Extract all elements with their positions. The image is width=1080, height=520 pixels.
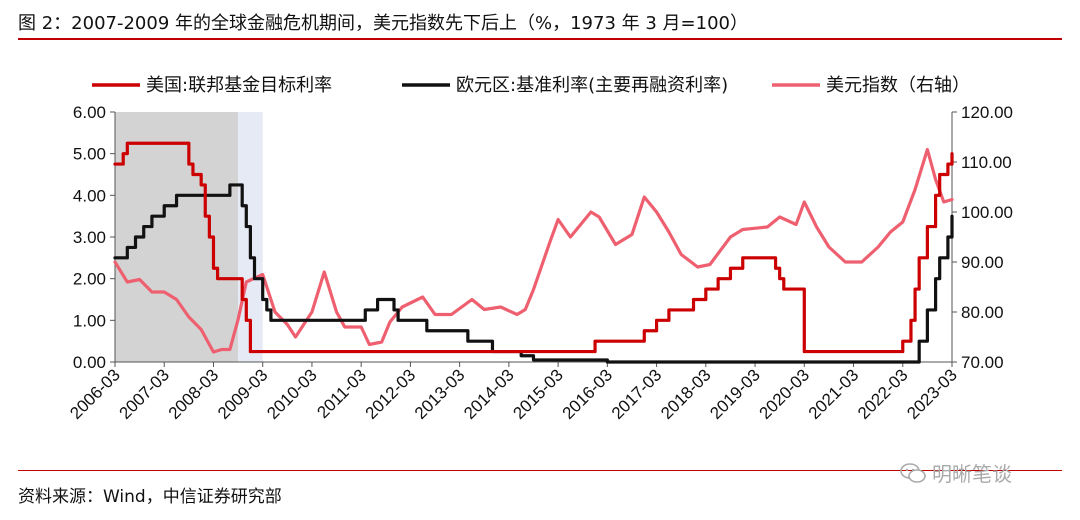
wechat-icon: [900, 462, 926, 483]
y-left-tick-label: 1.00: [73, 311, 106, 330]
y-left-tick-label: 4.00: [73, 186, 106, 205]
x-tick-label: 2013-03: [411, 365, 469, 423]
series-line-2: [113, 183, 954, 364]
x-tick-label: 2006-03: [66, 365, 124, 423]
y-right-tick-label: 100.00: [961, 203, 1013, 222]
x-tick-label: 2022-03: [854, 365, 912, 423]
x-tick-label: 2012-03: [362, 365, 420, 423]
x-tick-label: 2014-03: [460, 365, 518, 423]
legend-label-1: 美国:联邦基金目标利率: [146, 75, 332, 96]
x-tick-label: 2019-03: [706, 365, 764, 423]
series-lines: [113, 141, 954, 364]
legend: 美国:联邦基金目标利率 欧元区:基准利率(主要再融资利率) 美元指数（右轴）: [92, 75, 970, 96]
source-note: 资料来源：Wind，中信证券研究部: [18, 487, 282, 507]
shaded-period-1: [115, 112, 239, 362]
y-left-tick-label: 2.00: [73, 270, 106, 289]
series-line-3: [113, 147, 954, 354]
legend-label-3: 美元指数（右轴）: [826, 75, 970, 96]
y-right-tick-label: 70.00: [961, 353, 1004, 372]
y-left-tick-label: 5.00: [73, 145, 106, 164]
footer-divider: [18, 470, 1062, 471]
x-tick-label: 2023-03: [903, 365, 961, 423]
chart-area: 0.00 1.00 2.00 3.00 4.00 5.00 6.00 70.00 80.00 90…: [66, 75, 1013, 423]
x-tick-label: 2016-03: [559, 365, 617, 423]
x-tick-label: 2017-03: [608, 365, 666, 423]
y-right-tick-label: 120.00: [961, 103, 1013, 122]
y-left-tick-label: 3.00: [73, 228, 106, 247]
watermark: 明晰笔谈: [900, 458, 1012, 487]
x-tick-label: 2015-03: [509, 365, 567, 423]
chart-title: 图 2：2007-2009 年的全球金融危机期间，美元指数先下后上（%，1973…: [18, 13, 748, 34]
x-tick-label: 2010-03: [263, 365, 321, 423]
x-tick-label: 2008-03: [165, 365, 223, 423]
x-tick-label: 2009-03: [214, 365, 272, 423]
x-tick-label: 2018-03: [657, 365, 715, 423]
x-tick-label: 2007-03: [116, 365, 174, 423]
title-underline: [18, 38, 1062, 40]
watermark-text: 明晰笔谈: [932, 462, 1012, 486]
x-tick-label: 2020-03: [756, 365, 814, 423]
x-tick-label: 2021-03: [805, 365, 863, 423]
legend-label-2: 欧元区:基准利率(主要再融资利率): [456, 75, 728, 96]
series-line-1: [113, 141, 954, 354]
y-right-tick-label: 90.00: [961, 253, 1004, 272]
y-left-tick-label: 0.00: [73, 353, 106, 372]
y-right-tick-label: 80.00: [961, 303, 1004, 322]
y-right-tick-label: 110.00: [961, 153, 1012, 172]
x-tick-label: 2011-03: [313, 365, 370, 422]
y-left-tick-label: 6.00: [73, 103, 106, 122]
